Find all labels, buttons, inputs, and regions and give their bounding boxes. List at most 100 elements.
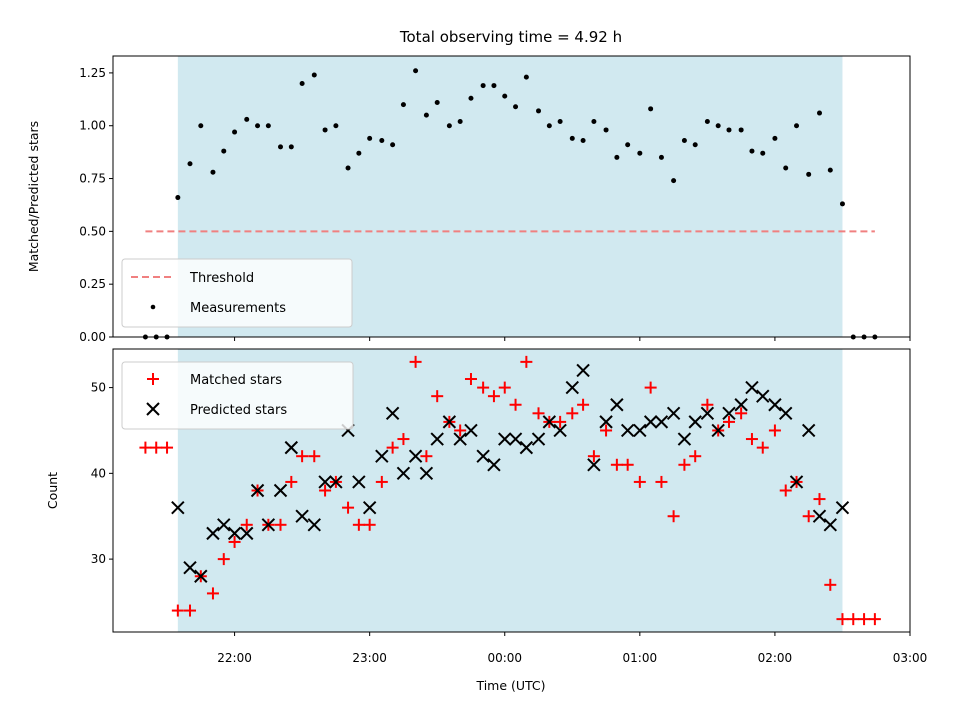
predicted-star-point — [206, 526, 220, 541]
measurement-point — [367, 135, 373, 141]
matched-star-point — [600, 424, 613, 437]
measurement-point — [423, 112, 429, 118]
matched-star-point — [587, 450, 600, 463]
measurement-point — [356, 150, 362, 156]
measurement-point — [311, 72, 317, 78]
matched-star-point — [655, 475, 668, 488]
legend-measurements-swatch — [150, 304, 156, 310]
matched-star-point — [868, 613, 881, 626]
measurement-point — [491, 83, 497, 89]
matched-star-point — [509, 398, 522, 411]
x-tick-label: 02:00 — [758, 651, 793, 665]
measurement-point — [379, 138, 385, 144]
measurement-point — [839, 201, 845, 207]
matched-star-point — [813, 493, 826, 506]
measurement-point — [772, 135, 778, 141]
matched-star-point — [319, 484, 332, 497]
matched-star-point — [678, 458, 691, 471]
measurement-point — [480, 83, 486, 89]
predicted-star-point — [273, 483, 288, 498]
matched-star-point — [296, 450, 309, 463]
matched-star-point — [352, 518, 365, 531]
predicted-star-point — [801, 423, 816, 438]
measurement-point — [794, 123, 800, 129]
predicted-star-point — [722, 406, 736, 421]
predicted-star-point — [352, 475, 366, 489]
matched-star-point — [342, 501, 355, 514]
matched-star-point — [420, 450, 433, 463]
matched-star-point — [150, 441, 163, 454]
top-y-tick-label: 0.00 — [79, 330, 106, 344]
measurement-point — [569, 135, 575, 141]
predicted-star-point — [250, 483, 265, 498]
predicted-star-point — [240, 526, 254, 541]
measurement-point — [232, 129, 238, 135]
matched-star-point — [577, 398, 590, 411]
x-axis-label: Time (UTC) — [475, 678, 545, 693]
predicted-star-point — [835, 500, 850, 515]
top-y-ticks: 0.00 0.25 0.50 0.75 1.00 1.25 — [79, 66, 113, 344]
predicted-star-point — [711, 423, 725, 438]
predicted-star-point — [375, 449, 389, 463]
predicted-star-point — [576, 363, 590, 378]
measurement-points — [142, 68, 878, 340]
predicted-star-point — [620, 423, 635, 438]
matched-star-point — [858, 613, 871, 626]
measurement-point — [692, 142, 698, 148]
predicted-star-point — [217, 518, 231, 532]
predicted-star-point — [498, 432, 512, 446]
matched-star-point — [487, 390, 500, 403]
measurement-point — [502, 93, 508, 99]
predicted-star-point — [284, 440, 299, 455]
legend-measurements-label: Measurements — [190, 301, 286, 316]
measurement-point — [726, 127, 732, 133]
predicted-star-point — [587, 458, 601, 472]
matched-star-point — [183, 604, 196, 617]
measurement-point — [333, 123, 339, 129]
predicted-star-point — [734, 398, 748, 412]
matched-star-point — [454, 424, 467, 437]
matched-star-point — [217, 553, 230, 566]
matched-star-point — [386, 441, 399, 454]
bottom-y-tick-label: 50 — [91, 381, 106, 395]
top-y-tick-label: 0.25 — [79, 277, 106, 291]
predicted-star-point — [688, 415, 702, 429]
bottom-axes-frame — [112, 348, 911, 633]
predicted-star-point — [295, 509, 309, 523]
measurement-point — [198, 123, 204, 129]
matched-star-point — [228, 535, 241, 548]
measurement-point — [658, 154, 664, 160]
matched-star-point — [836, 613, 849, 626]
legend-matched-swatch — [147, 373, 159, 385]
measurement-point — [827, 167, 833, 173]
measurement-point — [738, 127, 744, 133]
measurement-point — [457, 118, 463, 124]
predicted-star-point — [812, 509, 827, 523]
matched-star-point — [610, 458, 623, 471]
predicted-star-point — [779, 406, 793, 421]
matched-star-point — [477, 381, 490, 394]
count-points — [139, 355, 881, 626]
x-tick-label: 03:00 — [893, 651, 928, 665]
measurement-point — [591, 118, 597, 124]
predicted-star-point — [633, 423, 647, 438]
top-panel: 0.00 0.25 0.50 0.75 1.00 1.25 Matched/Predict… — [26, 55, 911, 344]
measurement-point — [322, 127, 328, 133]
predicted-star-point — [307, 518, 321, 532]
measurement-point — [806, 171, 812, 177]
matched-star-point — [171, 604, 184, 617]
predicted-star-point — [542, 415, 557, 429]
predicted-star-point — [183, 560, 197, 575]
measurement-point — [299, 80, 305, 86]
measurement-point — [704, 118, 710, 124]
predicted-star-point — [531, 432, 546, 446]
predicted-star-point — [610, 398, 624, 412]
matched-star-point — [409, 355, 422, 368]
matched-star-point — [363, 518, 376, 531]
predicted-star-point — [565, 380, 579, 395]
top-y-tick-label: 0.50 — [79, 224, 106, 238]
measurement-point — [278, 144, 284, 150]
matched-star-point — [520, 355, 533, 368]
matched-star-point — [689, 450, 702, 463]
predicted-star-point — [385, 406, 400, 421]
